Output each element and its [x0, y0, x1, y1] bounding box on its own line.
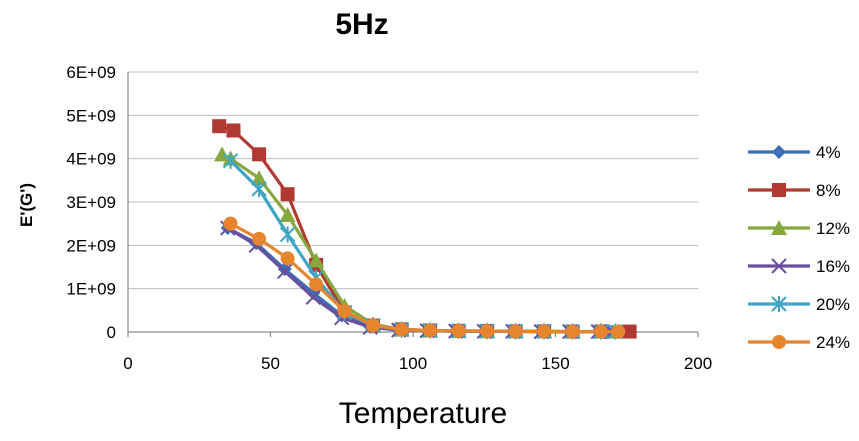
legend: 4% 8% 12% 16% 20% 24% [748, 143, 850, 352]
legend-item-16pct: 16% [748, 257, 850, 276]
data-point-24pct [223, 216, 238, 231]
data-point-24pct [537, 324, 552, 339]
data-point-16pct [277, 263, 293, 280]
legend-marker [772, 335, 786, 349]
legend-label: 24% [816, 333, 850, 352]
legend-label: 20% [816, 295, 850, 314]
data-point-24pct [565, 324, 580, 339]
data-point-12pct [308, 252, 325, 268]
data-point-20pct [279, 226, 296, 243]
legend-label: 12% [816, 219, 850, 238]
data-point-24pct [594, 324, 609, 339]
y-tick-label: 2E+09 [66, 236, 116, 255]
legend-marker [771, 220, 787, 235]
data-point-24pct [394, 322, 409, 337]
series-8pct [212, 119, 637, 339]
series-line-24pct [229, 222, 619, 334]
data-point-24pct [508, 324, 523, 339]
y-tick-label: 0 [107, 323, 116, 342]
data-point-8pct [226, 123, 241, 138]
legend-marker [772, 145, 786, 159]
series-line-12pct [221, 152, 616, 334]
y-tick-label: 3E+09 [66, 193, 116, 212]
data-point-24pct [252, 231, 267, 246]
legend-item-4pct: 4% [748, 143, 841, 162]
y-tick-label: 6E+09 [66, 63, 116, 82]
data-point-8pct [252, 147, 267, 162]
x-axis-label: Temperature [339, 397, 507, 430]
data-point-24pct [480, 324, 495, 339]
data-point-12pct [251, 170, 268, 186]
y-tick-label: 5E+09 [66, 106, 116, 125]
y-tick-label: 1E+09 [66, 280, 116, 299]
y-axis-label: E'(G') [17, 183, 36, 227]
series-16pct [220, 220, 621, 340]
data-point-8pct [280, 187, 295, 202]
series-20pct [222, 152, 624, 340]
series-4pct [220, 221, 620, 339]
data-point-8pct [212, 119, 227, 134]
legend-marker [772, 183, 786, 197]
data-point-16pct [305, 289, 321, 306]
x-tick-label: 150 [541, 354, 569, 373]
y-tick-label: 4E+09 [66, 150, 116, 169]
series-line-20pct [229, 159, 616, 334]
chart-title: 5Hz [335, 8, 388, 41]
data-point-24pct [309, 277, 324, 292]
x-tick-label: 100 [399, 354, 427, 373]
legend-label: 16% [816, 257, 850, 276]
data-point-8pct [622, 324, 637, 339]
legend-item-12pct: 12% [748, 219, 850, 238]
series-24pct [223, 216, 626, 339]
legend-marker [771, 258, 787, 274]
data-point-24pct [611, 324, 626, 339]
legend-label: 4% [816, 143, 841, 162]
legend-label: 8% [816, 181, 841, 200]
x-tick-label: 0 [123, 354, 132, 373]
data-point-12pct [279, 207, 296, 222]
data-point-20pct [222, 152, 239, 169]
series-layer [212, 119, 637, 340]
series-line-16pct [226, 226, 613, 334]
data-point-24pct [337, 304, 352, 319]
x-tick-label: 50 [261, 354, 280, 373]
data-point-24pct [366, 318, 381, 333]
data-point-24pct [280, 251, 295, 266]
grid-layer [128, 71, 698, 290]
axis-layer: 0 1E+09 2E+09 3E+09 4E+09 5E+09 6E+09 0 50 100 150… [66, 63, 712, 373]
series-line-4pct [227, 226, 613, 334]
legend-item-24pct: 24% [748, 333, 850, 352]
data-point-24pct [423, 323, 438, 338]
data-point-24pct [451, 323, 466, 338]
legend-item-20pct: 20% [748, 295, 850, 314]
legend-item-8pct: 8% [748, 181, 841, 200]
x-tick-label: 200 [684, 354, 712, 373]
legend-marker [771, 296, 787, 312]
data-point-20pct [251, 181, 267, 197]
